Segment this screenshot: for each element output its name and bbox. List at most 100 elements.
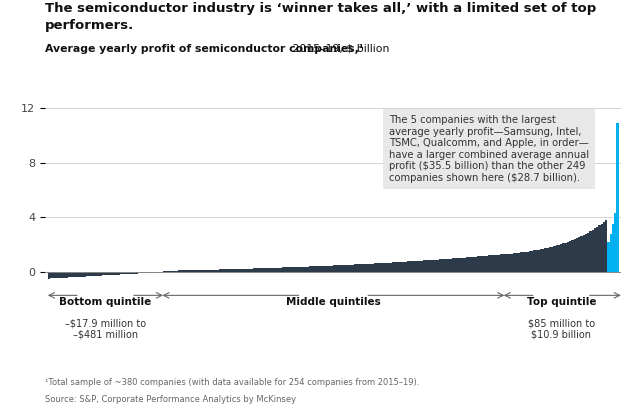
Bar bbox=[605, 220, 607, 272]
Bar bbox=[320, 266, 322, 272]
Bar bbox=[205, 270, 207, 272]
Bar bbox=[143, 272, 145, 273]
Bar bbox=[495, 255, 497, 272]
Bar bbox=[216, 270, 219, 272]
Bar bbox=[564, 243, 567, 272]
Bar bbox=[60, 272, 61, 278]
Bar bbox=[372, 264, 374, 272]
Bar bbox=[596, 227, 598, 272]
Bar bbox=[125, 272, 127, 274]
Bar bbox=[500, 255, 502, 272]
Bar bbox=[86, 272, 88, 276]
Bar bbox=[419, 261, 421, 272]
Bar bbox=[452, 258, 454, 272]
Bar bbox=[293, 267, 295, 272]
Bar bbox=[308, 267, 311, 272]
Bar bbox=[219, 270, 221, 272]
Bar bbox=[445, 259, 448, 272]
Bar bbox=[73, 272, 75, 277]
Bar bbox=[529, 251, 531, 272]
Text: –$17.9 million to
–$481 million: –$17.9 million to –$481 million bbox=[65, 318, 146, 340]
Bar bbox=[230, 269, 232, 272]
Bar bbox=[410, 261, 412, 272]
Bar bbox=[237, 269, 239, 272]
Bar bbox=[580, 236, 582, 272]
Bar bbox=[432, 260, 435, 272]
Text: $85 million to
$10.9 billion: $85 million to $10.9 billion bbox=[528, 318, 595, 340]
Bar bbox=[484, 256, 486, 272]
Bar bbox=[551, 247, 554, 272]
Bar bbox=[48, 272, 51, 279]
Bar bbox=[152, 272, 154, 273]
Bar bbox=[598, 225, 600, 272]
Bar bbox=[102, 272, 104, 275]
Bar bbox=[316, 266, 317, 272]
Bar bbox=[426, 260, 428, 272]
Bar bbox=[129, 272, 131, 274]
Bar bbox=[66, 272, 68, 277]
Bar bbox=[170, 271, 172, 272]
Bar bbox=[75, 272, 77, 277]
Bar bbox=[234, 269, 237, 272]
Bar bbox=[88, 272, 91, 276]
Text: The 5 companies with the largest
average yearly profit—Samsung, Intel,
TSMC, Qua: The 5 companies with the largest average… bbox=[388, 115, 589, 183]
Bar bbox=[289, 267, 291, 272]
Bar bbox=[116, 272, 118, 275]
Bar bbox=[259, 268, 262, 272]
Bar bbox=[477, 256, 479, 272]
Bar bbox=[591, 230, 594, 272]
Bar bbox=[122, 272, 125, 275]
Text: Middle quintiles: Middle quintiles bbox=[286, 297, 381, 307]
Bar bbox=[563, 243, 564, 272]
Bar bbox=[560, 244, 563, 272]
Bar bbox=[475, 257, 477, 272]
Bar bbox=[266, 268, 268, 272]
Bar bbox=[212, 270, 214, 272]
Bar bbox=[396, 262, 399, 272]
Bar bbox=[304, 267, 307, 272]
Bar bbox=[524, 252, 527, 272]
Bar bbox=[358, 264, 360, 272]
Bar bbox=[603, 222, 605, 272]
Bar bbox=[282, 267, 284, 272]
Bar bbox=[189, 270, 192, 272]
Bar bbox=[381, 263, 383, 272]
Bar bbox=[531, 251, 533, 272]
Bar bbox=[607, 242, 609, 272]
Bar bbox=[55, 272, 57, 278]
Bar bbox=[502, 254, 504, 272]
Bar bbox=[383, 263, 385, 272]
Bar bbox=[515, 253, 518, 272]
Bar bbox=[403, 262, 405, 272]
Bar bbox=[95, 272, 97, 276]
Bar bbox=[300, 267, 302, 272]
Bar bbox=[347, 265, 349, 272]
Bar bbox=[307, 267, 308, 272]
Text: Bottom quintile: Bottom quintile bbox=[60, 297, 152, 307]
Bar bbox=[201, 270, 203, 272]
Text: performers.: performers. bbox=[45, 19, 134, 32]
Bar bbox=[353, 265, 356, 272]
Bar bbox=[481, 256, 484, 272]
Bar bbox=[322, 266, 324, 272]
Bar bbox=[57, 272, 60, 278]
Bar bbox=[338, 265, 340, 272]
Bar bbox=[390, 262, 392, 272]
Bar bbox=[463, 258, 466, 272]
Bar bbox=[522, 252, 524, 272]
Bar bbox=[387, 262, 390, 272]
Bar bbox=[262, 268, 264, 272]
Bar bbox=[113, 272, 116, 275]
Bar bbox=[365, 264, 367, 272]
Bar bbox=[140, 272, 143, 273]
Bar bbox=[344, 265, 347, 272]
Bar bbox=[100, 272, 102, 276]
Bar bbox=[61, 272, 64, 278]
Bar bbox=[399, 262, 401, 272]
Text: The semiconductor industry is ‘winner takes all,’ with a limited set of top: The semiconductor industry is ‘winner ta… bbox=[45, 2, 596, 15]
Bar bbox=[486, 256, 488, 272]
Bar bbox=[84, 272, 86, 277]
Bar bbox=[149, 272, 152, 273]
Bar bbox=[376, 263, 378, 272]
Bar bbox=[439, 260, 441, 272]
